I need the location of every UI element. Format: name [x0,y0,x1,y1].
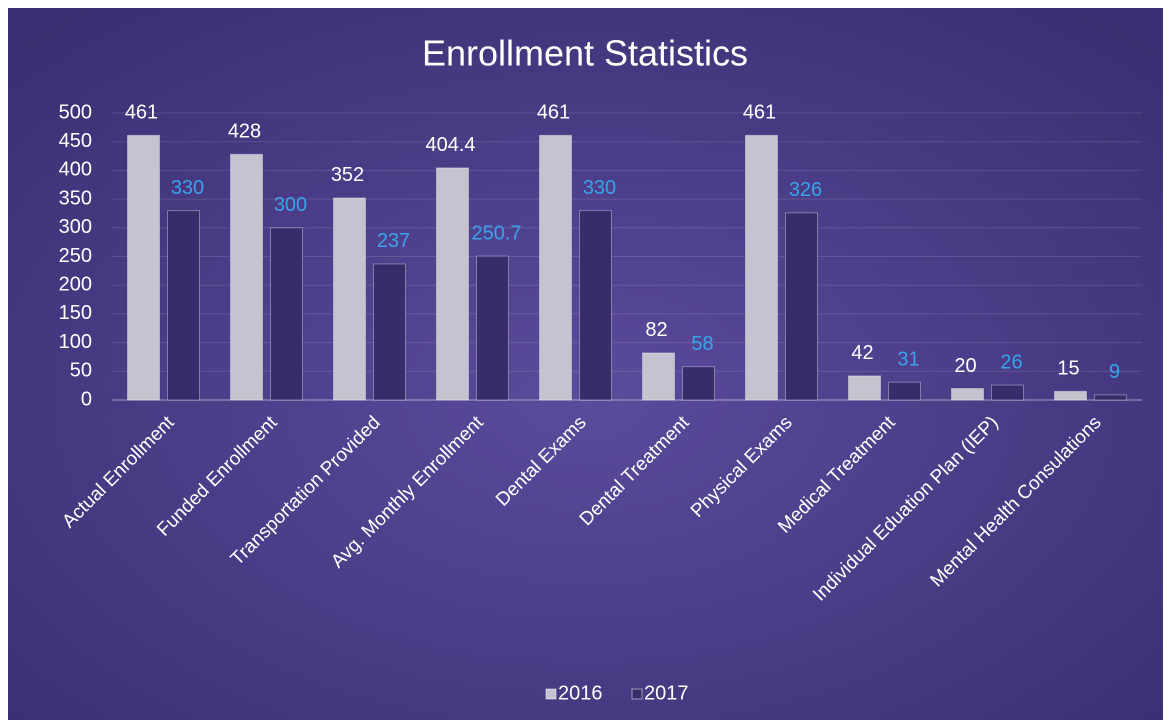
bar [579,210,612,401]
bar [1094,394,1127,401]
y-tick-label: 100 [59,331,92,353]
bar [745,134,778,401]
y-tick-label: 0 [81,388,92,410]
bar [127,134,160,401]
data-label: 404.4 [425,134,475,156]
bar [682,366,715,401]
data-label: 31 [897,348,919,370]
data-label: 15 [1057,358,1079,380]
data-label: 330 [171,177,204,199]
y-tick-label: 150 [59,302,92,324]
data-label: 250.7 [471,222,521,244]
data-label: 42 [851,342,873,364]
bar [991,384,1024,401]
data-label: 461 [537,102,570,124]
y-tick-label: 250 [59,245,92,267]
data-label: 428 [228,121,261,143]
bar [476,255,509,401]
legend-swatch [545,688,557,700]
bar [951,388,984,401]
data-label: 82 [645,319,667,341]
data-label: 9 [1109,361,1120,383]
y-tick-label: 50 [70,360,92,382]
y-tick-label: 300 [59,216,92,238]
y-tick-label: 450 [59,130,92,152]
legend-swatch [631,688,643,700]
bar [539,134,572,401]
data-label: 352 [331,164,364,186]
bar [270,227,303,401]
y-tick-label: 350 [59,187,92,209]
data-label: 461 [743,102,776,124]
data-label: 20 [954,355,976,377]
bar [785,212,818,401]
bar [167,210,200,401]
bar [373,263,406,401]
data-label: 26 [1000,351,1022,373]
data-label: 461 [125,102,158,124]
bar [230,153,263,401]
bar [642,352,675,401]
y-tick-label: 200 [59,273,92,295]
data-label: 326 [789,179,822,201]
bar [1054,390,1087,401]
bar [888,381,921,401]
legend-label: 2017 [644,682,689,704]
legend-label: 2016 [558,682,603,704]
data-label: 237 [377,230,410,252]
chart-title: Enrollment Statistics [422,33,748,74]
y-tick-label: 400 [59,159,92,181]
data-label: 330 [583,177,616,199]
data-label: 300 [274,194,307,216]
bar [333,197,366,401]
y-tick-label: 500 [59,101,92,123]
bar [436,167,469,401]
data-label: 58 [691,333,713,355]
bar [848,375,881,401]
